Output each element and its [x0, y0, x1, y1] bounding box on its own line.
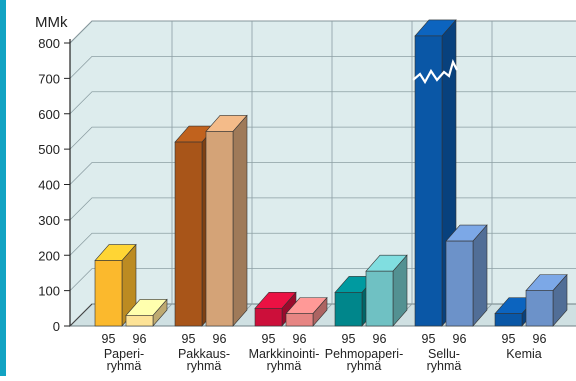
- series-tick-label: 96: [373, 332, 387, 346]
- category-label: Kemia: [506, 347, 541, 361]
- bar-front: [494, 313, 523, 327]
- series-tick-label: 95: [102, 332, 116, 346]
- bar: [285, 296, 328, 327]
- category-label: Pakkaus-: [178, 347, 230, 361]
- bar-front: [445, 240, 474, 327]
- bar: [365, 254, 408, 327]
- y-tick-label: 100: [38, 284, 60, 299]
- series-tick-label: 95: [502, 332, 516, 346]
- series-tick-label: 96: [213, 332, 227, 346]
- bar-front: [125, 315, 154, 327]
- series-tick-label: 96: [133, 332, 147, 346]
- y-tick-label: 0: [53, 319, 60, 334]
- bar-front: [525, 290, 554, 327]
- wall-panel: [69, 20, 576, 328]
- chart-bars: [94, 19, 568, 327]
- bar: [525, 273, 568, 327]
- bar-side: [232, 114, 248, 327]
- bar: [94, 243, 137, 327]
- bar-front: [334, 292, 363, 327]
- series-tick-label: 95: [342, 332, 356, 346]
- bar-front: [174, 141, 203, 327]
- axis-corner: [69, 303, 93, 327]
- category-label: Sellu-: [428, 347, 460, 361]
- category-label: ryhmä: [187, 359, 222, 373]
- bar-front: [254, 308, 283, 327]
- y-tick-label: 300: [38, 213, 60, 228]
- bar: [445, 224, 488, 327]
- category-label: ryhmä: [347, 359, 382, 373]
- bar-front: [94, 260, 123, 327]
- axis-break-mark: [412, 58, 458, 85]
- y-tick-label: 800: [38, 36, 60, 51]
- series-tick-label: 96: [533, 332, 547, 346]
- category-label: ryhmä: [427, 359, 462, 373]
- category-label: ryhmä: [267, 359, 302, 373]
- category-label: ryhmä: [107, 359, 142, 373]
- bar: [254, 291, 297, 327]
- series-tick-label: 96: [293, 332, 307, 346]
- y-axis: 0 100 200 300 400 500 600 700 800: [38, 36, 93, 334]
- series-tick-label: 95: [182, 332, 196, 346]
- gridline: [69, 20, 576, 44]
- category-label: Markkinointi-: [249, 347, 320, 361]
- accent-stripe: [0, 0, 6, 376]
- y-axis-unit: MMk: [35, 14, 68, 31]
- bar: [412, 19, 458, 327]
- y-tick-label: 500: [38, 142, 60, 157]
- series-tick-label: 96: [453, 332, 467, 346]
- bar: [125, 298, 168, 327]
- y-tick-label: 400: [38, 178, 60, 193]
- series-tick-label: 95: [422, 332, 436, 346]
- series-tick-label: 95: [262, 332, 276, 346]
- bar-side: [472, 224, 488, 327]
- bar-front: [414, 35, 443, 327]
- chart-back-wall: [68, 20, 576, 328]
- category-label: Pehmopaperi-: [325, 347, 404, 361]
- bar-front: [365, 270, 394, 327]
- bar: [205, 114, 248, 327]
- y-tick-label: 600: [38, 107, 60, 122]
- bar-front: [285, 313, 314, 327]
- y-tick-label: 700: [38, 71, 60, 86]
- category-label: Paperi-: [104, 347, 144, 361]
- y-tick-label: 200: [38, 248, 60, 263]
- bar-front: [205, 131, 234, 327]
